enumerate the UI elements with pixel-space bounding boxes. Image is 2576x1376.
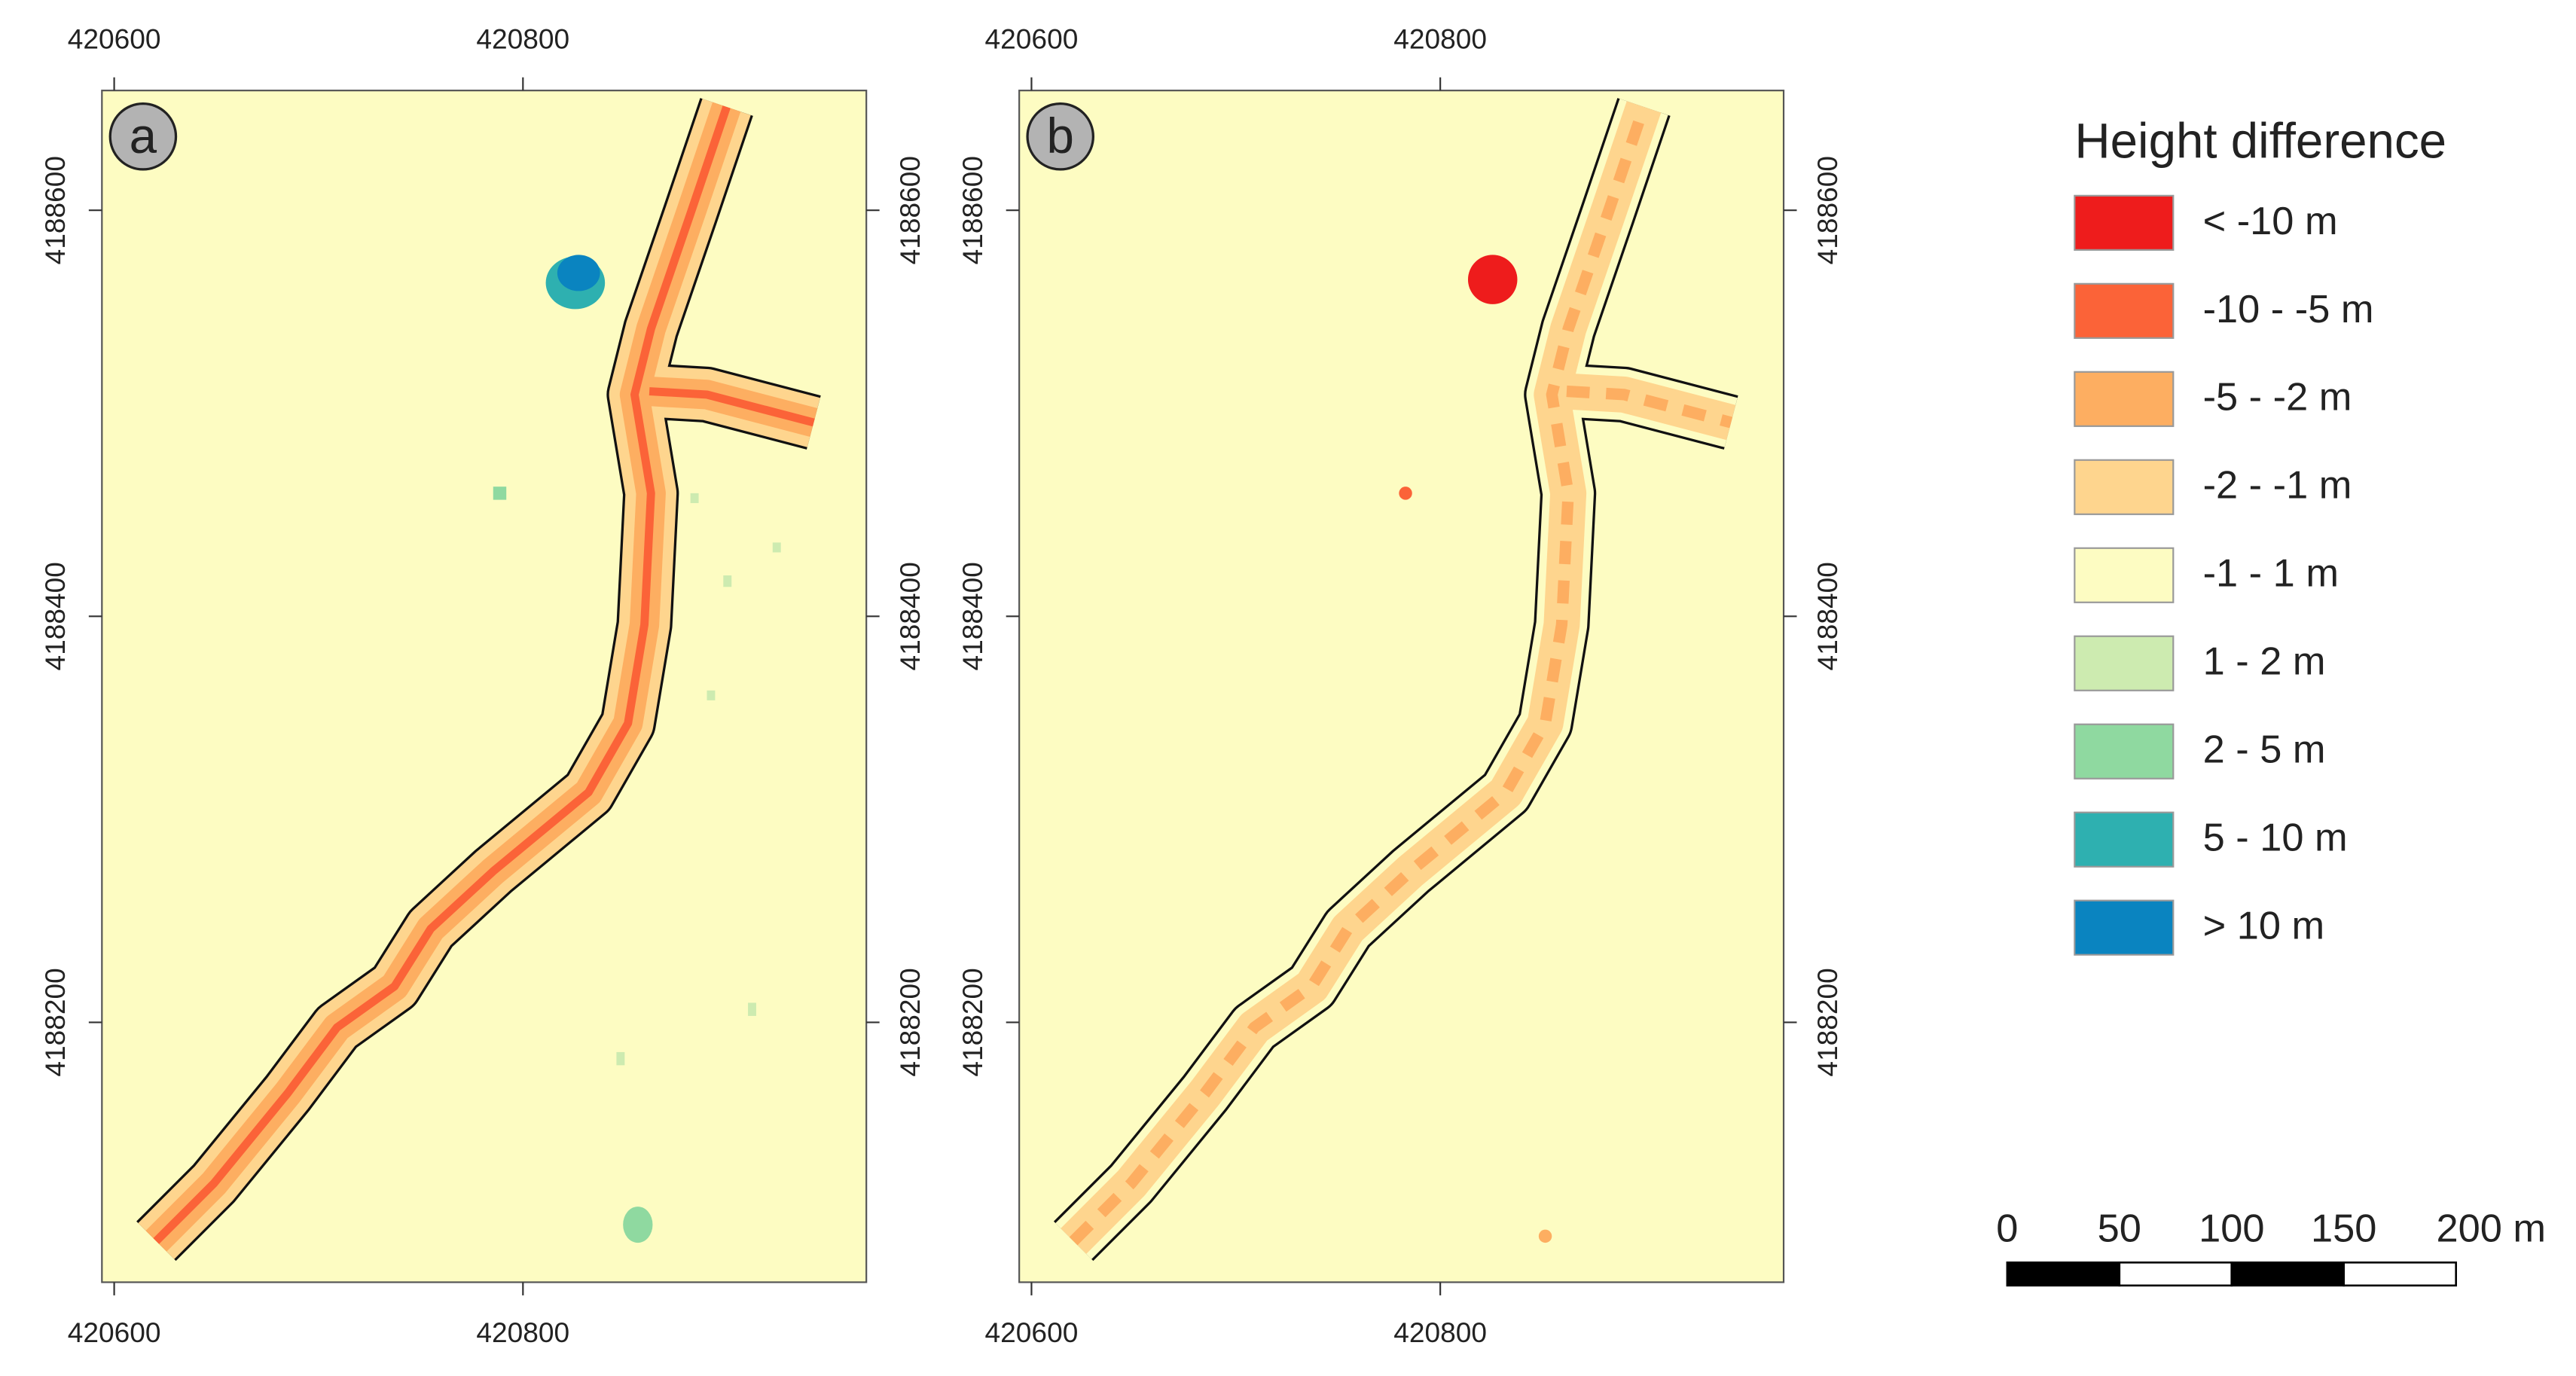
y-tick-label: 4188400	[894, 562, 926, 670]
x-tick-label: 420600	[68, 1317, 161, 1348]
y-tick-label: 4188200	[957, 968, 988, 1076]
scale-segment	[2343, 1261, 2457, 1287]
y-tick-label: 4188200	[894, 968, 926, 1076]
x-tick-label: 420800	[1393, 1317, 1487, 1348]
legend-label: 5 - 10 m	[2203, 816, 2348, 860]
y-tick-label: 4188400	[957, 562, 988, 670]
x-tick-label: 420600	[985, 23, 1079, 54]
speckle	[723, 575, 732, 587]
map-frame	[101, 90, 868, 1283]
map-panel: 420600 420600 420800 420800 4188200 4188200 41…	[39, 23, 926, 1348]
speckle	[616, 1051, 625, 1066]
map-frame	[1018, 90, 1785, 1283]
legend-swatch	[2074, 459, 2175, 515]
legend-swatch	[2074, 371, 2175, 427]
speckle	[772, 542, 781, 553]
speckle	[493, 487, 507, 500]
panel-label: b	[1047, 108, 1074, 163]
legend-label: -2 - -1 m	[2203, 464, 2352, 508]
y-tick-label: 4188600	[39, 156, 71, 264]
legend-swatch	[2074, 635, 2175, 691]
scale-label: 0	[1996, 1207, 2018, 1251]
legend-title: Height difference	[2074, 113, 2446, 168]
legend-label: < -10 m	[2203, 200, 2338, 243]
x-tick-label: 420800	[1393, 23, 1487, 54]
panel-badge	[108, 102, 178, 171]
legend-label: -10 - -5 m	[2203, 288, 2374, 331]
y-tick-label: 4188400	[1811, 562, 1843, 670]
scale-label: 100	[2199, 1207, 2264, 1251]
legend-swatch	[2074, 723, 2175, 780]
x-tick-label: 420600	[68, 23, 161, 54]
scale-label: 50	[2098, 1207, 2141, 1251]
x-tick-label: 420600	[985, 1317, 1079, 1348]
legend-swatch	[2074, 547, 2175, 603]
patch	[557, 255, 600, 291]
speckle	[748, 1002, 756, 1016]
legend-swatch	[2074, 194, 2175, 251]
speckle	[707, 690, 716, 700]
y-tick-label: 4188600	[1811, 156, 1843, 264]
patch	[1467, 255, 1518, 304]
scale-segment	[2230, 1261, 2346, 1287]
patch	[623, 1207, 653, 1243]
panel-label: a	[130, 108, 157, 163]
scale-segment	[2118, 1261, 2233, 1287]
patch	[1399, 487, 1412, 500]
y-tick-label: 4188400	[39, 562, 71, 670]
y-tick-label: 4188200	[1811, 968, 1843, 1076]
scale-label: 150	[2311, 1207, 2376, 1251]
legend-label: -1 - 1 m	[2203, 552, 2339, 596]
patch	[1538, 1229, 1552, 1243]
legend-label: -5 - -2 m	[2203, 376, 2352, 420]
scale-label: 200 m	[2436, 1207, 2546, 1251]
map-background	[102, 90, 867, 1283]
y-tick-label: 4188600	[894, 156, 926, 264]
scale-segment	[2006, 1261, 2121, 1287]
x-tick-label: 420800	[476, 1317, 569, 1348]
speckle	[690, 493, 699, 503]
x-tick-label: 420800	[476, 23, 569, 54]
legend-label: 2 - 5 m	[2203, 728, 2326, 772]
y-tick-label: 4188600	[957, 156, 988, 264]
legend-swatch	[2074, 811, 2175, 868]
legend-swatch	[2074, 899, 2175, 956]
panel-badge	[1026, 102, 1095, 171]
map-background	[1019, 90, 1784, 1283]
map-panel: 420600 420600 420800 420800 4188200 4188200 41…	[957, 23, 1843, 1348]
legend-label: > 10 m	[2203, 905, 2325, 948]
legend-label: 1 - 2 m	[2203, 640, 2326, 684]
y-tick-label: 4188200	[39, 968, 71, 1076]
legend-swatch	[2074, 282, 2175, 339]
